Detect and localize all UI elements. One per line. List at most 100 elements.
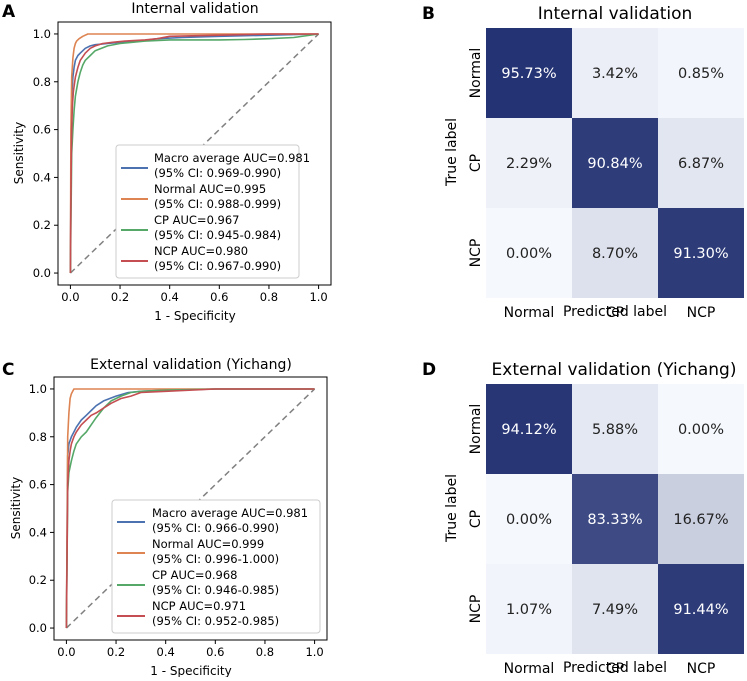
roc-a-ytick-label: 0.0	[33, 266, 51, 280]
roc-a-legend-macro-ci: (95% CI: 0.969-0.990)	[154, 166, 281, 180]
roc-c-xtick-label: 0.4	[157, 645, 175, 659]
roc-a-legend: Macro average AUC=0.981 (95% CI: 0.969-0…	[115, 144, 310, 279]
cm-b-cell	[658, 28, 744, 118]
cm-d-xtick-label: Normal	[504, 661, 555, 677]
roc-c-legend-normal: Normal AUC=0.999	[152, 537, 264, 551]
roc-a-ytick-label: 1.0	[33, 27, 51, 41]
roc-a-ytick-label: 0.4	[33, 170, 51, 184]
cm-b-cell-value: 8.70%	[592, 246, 638, 262]
cm-b-cell	[486, 118, 572, 208]
cm-d-cell-value: 0.00%	[506, 512, 552, 528]
cm-d-cell	[572, 564, 658, 654]
panel-letter-c: C	[2, 360, 14, 380]
cm-b-ylabel: True label	[444, 118, 460, 187]
cm-b-xlabel: Predicted label	[563, 304, 667, 320]
roc-c-legend-cp: CP AUC=0.968	[152, 568, 238, 582]
cm-b-cell	[572, 118, 658, 208]
roc-c-legend-box	[111, 499, 321, 634]
cm-d-matrix: 94.12% 5.88% 0.00% 0.00% 83.33% 16.67% 1.07% 7.…	[468, 384, 744, 677]
cm-b-ytick-label: CP	[468, 154, 484, 172]
cm-d-xlabel: Predicted label	[563, 660, 667, 676]
panel-c: C External validation (Yichang) 0.00.00.…	[2, 357, 328, 678]
roc-c-legend-cp-ci: (95% CI: 0.946-0.985)	[152, 583, 279, 597]
roc-c-frame	[53, 376, 328, 641]
roc-c-ytick-label: 0.6	[29, 478, 47, 492]
panel-a: A Internal validation 0.0 0.0 0.2 0.2 0.4 0.4…	[2, 1, 332, 323]
cm-b-cell-value: 6.87%	[678, 156, 724, 172]
roc-a-xtick-label: 0.8	[260, 290, 278, 304]
roc-c-legend-macro: Macro average AUC=0.981	[152, 506, 308, 520]
roc-c-legend-ncp-ci: (95% CI: 0.952-0.985)	[152, 614, 279, 628]
roc-a-legend-normal: Normal AUC=0.995	[154, 182, 266, 196]
cm-b-cell-value: 3.42%	[592, 66, 638, 82]
roc-c-axes: 0.0 0.0 0.2 0.2 0.4 0.4 0.6 0.6 0.8 0.8 1.0 1.0	[29, 382, 324, 659]
roc-c-legend-ncp: NCP AUC=0.971	[152, 599, 246, 613]
cm-b-cell-value: 90.84%	[587, 156, 642, 172]
roc-a-line-macro	[69, 33, 319, 274]
cm-b-cell	[486, 208, 572, 298]
cm-b-xtick-label: NCP	[687, 305, 716, 321]
cm-d-cell	[572, 474, 658, 564]
cm-d-title: External validation (Yichang)	[492, 360, 737, 380]
cm-d-ylabel: True label	[444, 474, 460, 543]
roc-a-xtick-label: 0.2	[111, 290, 129, 304]
cm-d-cell-value: 1.07%	[506, 602, 552, 618]
roc-a-xtick-label: 1.0	[309, 290, 327, 304]
roc-a-title: Internal validation	[131, 1, 258, 17]
roc-c-xtick-label: 0.6	[206, 645, 224, 659]
cm-d-cell	[658, 474, 744, 564]
roc-c-xtick-label: 1.0	[305, 645, 323, 659]
roc-a-ylabel: Sensitivity	[12, 122, 26, 184]
cm-d-cell-value: 16.67%	[673, 512, 728, 528]
roc-a-xtick-label: 0.0	[61, 290, 79, 304]
roc-c-legend-macro-ci: (95% CI: 0.966-0.990)	[152, 521, 279, 535]
cm-b-matrix: 95.73% 3.42% 0.85% 2.29% 90.84% 6.87% 0.00% 8.7…	[468, 28, 744, 321]
cm-b-xtick-label: CP	[606, 305, 624, 321]
roc-a-xlabel: 1 - Specificity	[154, 309, 235, 323]
roc-c-legend: Macro average AUC=0.981 (95% CI: 0.966-0…	[111, 499, 321, 634]
roc-a-line-ncp	[69, 33, 319, 274]
cm-b-cell	[486, 28, 572, 118]
cm-b-cell-value: 95.73%	[501, 66, 556, 82]
roc-c-xtick-label: 0.2	[107, 645, 125, 659]
cm-d-ytick-label: Normal	[468, 404, 484, 455]
roc-a-xtick-label: 0.4	[161, 290, 179, 304]
cm-b-cell-value: 0.85%	[678, 66, 724, 82]
cm-d-ytick-label: NCP	[468, 595, 484, 624]
roc-c-xtick-label: 0.8	[256, 645, 274, 659]
cm-d-cell-value: 5.88%	[592, 422, 638, 438]
cm-d-cell-value: 83.33%	[587, 512, 642, 528]
cm-d-cell	[658, 564, 744, 654]
cm-d-ytick-label: CP	[468, 510, 484, 528]
roc-a-ytick-label: 0.2	[33, 218, 51, 232]
roc-c-title: External validation (Yichang)	[90, 357, 292, 373]
roc-a-line-normal	[69, 33, 319, 274]
roc-c-ytick-label: 0.8	[29, 430, 47, 444]
cm-d-cell-value: 7.49%	[592, 602, 638, 618]
cm-d-cell	[486, 384, 572, 474]
cm-d-cell	[486, 564, 572, 654]
roc-a-legend-cp: CP AUC=0.967	[154, 213, 240, 227]
panel-d: D External validation (Yichang) 94.12% 5.…	[422, 360, 744, 677]
roc-c-xtick-label: 0.0	[57, 645, 75, 659]
roc-c-ytick-label: 0.4	[29, 525, 47, 539]
roc-c-line-ncp	[65, 388, 315, 629]
roc-c-xlabel: 1 - Specificity	[150, 664, 231, 677]
roc-a-line-cp	[69, 33, 319, 274]
cm-b-cell	[658, 118, 744, 208]
cm-b-cell	[572, 208, 658, 298]
cm-d-xtick-label: CP	[606, 661, 624, 677]
cm-d-cell	[572, 384, 658, 474]
roc-a-legend-macro: Macro average AUC=0.981	[154, 151, 310, 165]
roc-a-legend-box	[115, 144, 300, 279]
panel-letter-a: A	[2, 2, 16, 22]
cm-b-cell	[658, 208, 744, 298]
panel-letter-d: D	[422, 360, 436, 380]
roc-a-xtick-label: 0.6	[210, 290, 228, 304]
cm-d-cell	[658, 384, 744, 474]
panel-letter-b: B	[422, 4, 435, 24]
cm-d-cell-value: 94.12%	[501, 422, 556, 438]
cm-b-ytick-label: NCP	[468, 239, 484, 268]
roc-a-axes: 0.0 0.0 0.2 0.2 0.4 0.4 0.6 0.6 0.8 0.8 1.0 1.0	[33, 27, 328, 304]
